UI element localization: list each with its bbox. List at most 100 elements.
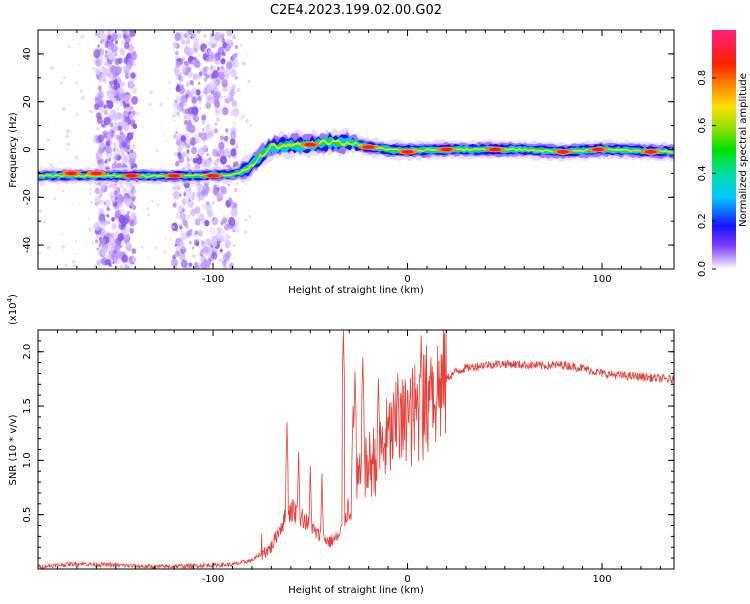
heatmap-noise-dot xyxy=(198,81,201,85)
heatmap-noise-dot xyxy=(188,198,191,203)
heatmap-noise-dot xyxy=(121,115,125,120)
heatmap-noise-dot xyxy=(79,89,83,93)
heatmap-noise-dot xyxy=(234,187,238,193)
heatmap-noise-dot xyxy=(204,219,210,227)
heatmap-noise-dot xyxy=(131,96,138,105)
heatmap-noise-dot xyxy=(211,239,218,248)
heatmap-noise-dot xyxy=(239,118,242,120)
heatmap-noise-dot xyxy=(104,259,109,266)
heatmap-noise-dot xyxy=(218,71,225,81)
heatmap-noise-dot xyxy=(119,47,126,56)
heatmap-noise-dot xyxy=(190,208,196,217)
heatmap-noise-dot xyxy=(126,64,132,72)
heatmap-noise-dot xyxy=(126,107,131,113)
snr-scale-base: (x10 xyxy=(8,302,19,325)
heatmap-noise-dot xyxy=(210,68,214,72)
heatmap-noise-dot xyxy=(181,198,188,206)
heatmap-noise-dot xyxy=(200,132,207,141)
heatmap-noise-dot xyxy=(92,66,96,71)
heatmap-noise-dot xyxy=(175,131,178,134)
heatmap-noise-dot xyxy=(96,259,101,266)
heatmap-hotspot-core xyxy=(644,150,657,154)
heatmap-noise-dot xyxy=(180,259,188,269)
heatmap-noise-dot xyxy=(196,30,201,34)
heatmap-noise-dot xyxy=(243,230,248,234)
heatmap-noise-dot xyxy=(197,96,201,101)
heatmap-noise-dot xyxy=(219,135,224,141)
heatmap-noise-dot xyxy=(112,117,116,121)
heatmap-noise-dot xyxy=(199,194,203,197)
heatmap-noise-dot xyxy=(94,196,101,206)
heatmap-noise-dot xyxy=(207,74,211,79)
heatmap-noise-dot xyxy=(108,88,113,93)
heatmap-ticks: -100 0 100 -40 -20 0 20 40 xyxy=(22,29,674,285)
heatmap-noise-dot xyxy=(176,84,180,88)
heatmap-noise-dot xyxy=(107,193,110,197)
heatmap-noise-dot xyxy=(109,80,114,86)
heatmap-noise-dot xyxy=(97,214,105,223)
heatmap-noise-dot xyxy=(116,189,119,192)
heatmap-noise-dot xyxy=(230,127,237,135)
heatmap-noise-dot xyxy=(177,187,181,191)
heatmap-noise-dot xyxy=(197,100,202,104)
heatmap-noise-dot xyxy=(191,246,194,250)
heatmap-hotspot-core xyxy=(65,171,78,176)
heatmap-noise-dot xyxy=(228,224,233,230)
heatmap-noise-dot xyxy=(232,226,236,231)
heatmap-noise-dot xyxy=(107,220,110,225)
heatmap-noise-dot xyxy=(230,148,237,157)
heatmap-noise-dot xyxy=(109,234,117,244)
heatmap-noise-dot xyxy=(180,72,183,76)
heatmap-noise-dot xyxy=(128,79,135,87)
heatmap-noise-dot xyxy=(175,136,180,141)
heatmap-noise-dot xyxy=(178,141,186,150)
heatmap-noise-dot xyxy=(117,88,121,92)
snr-x-tick-label: 0 xyxy=(404,574,410,585)
heatmap-noise-dot xyxy=(229,111,234,116)
heatmap-noise-dot xyxy=(219,155,227,165)
heatmap-noise-dot xyxy=(220,33,225,39)
heatmap-noise-dot xyxy=(194,230,199,236)
heatmap-noise-dot xyxy=(188,240,192,245)
heatmap-noise-dot xyxy=(214,122,217,126)
heatmap-noise-dot xyxy=(121,141,126,148)
heatmap-noise-dot xyxy=(175,160,180,167)
heatmap-noise-dot xyxy=(201,94,204,98)
heatmap-noise-dot xyxy=(215,110,221,117)
heatmap-noise-dot xyxy=(171,225,176,229)
heatmap-noise-dot xyxy=(101,249,106,256)
heatmap-noise-dot xyxy=(140,246,144,249)
heatmap-noise-dot xyxy=(109,122,114,128)
heatmap-noise-dot xyxy=(95,112,101,119)
heatmap-noise-dot xyxy=(101,121,105,125)
heatmap-noise-dot xyxy=(95,59,102,68)
heatmap-noise-dot xyxy=(184,223,189,229)
heatmap-noise-dot xyxy=(194,261,199,268)
heatmap-noise-dot xyxy=(185,38,190,45)
heatmap-noise-dot xyxy=(208,49,212,54)
heatmap-noise-dot xyxy=(77,43,80,46)
heatmap-noise-dot xyxy=(124,94,132,104)
heatmap-noise-dot xyxy=(114,191,119,198)
heatmap-noise-dot xyxy=(234,75,238,80)
heatmap-noise-dot xyxy=(111,223,117,230)
heatmap-noise-dot xyxy=(202,184,210,194)
heatmap-noise-dot xyxy=(209,226,216,235)
heatmap-noise-dot xyxy=(183,32,188,39)
heatmap-noise-dot xyxy=(95,93,99,98)
heatmap-noise-dot xyxy=(172,202,177,208)
heatmap-noise-dot xyxy=(103,109,109,116)
heatmap-y-tick-label: -20 xyxy=(22,189,33,205)
heatmap-noise-dot xyxy=(173,134,177,139)
heatmap-noise-dot xyxy=(146,207,150,211)
heatmap-noise-dot xyxy=(203,90,208,96)
heatmap-noise-dot xyxy=(224,97,229,104)
heatmap-noise-dot xyxy=(188,48,194,56)
heatmap-noise-dot xyxy=(178,115,181,119)
heatmap-noise-dot xyxy=(202,255,207,262)
heatmap-noise-dot xyxy=(133,116,136,119)
heatmap-noise-dot xyxy=(203,246,209,254)
heatmap-noise-dot xyxy=(107,34,112,40)
heatmap-noise-dot xyxy=(188,262,193,267)
